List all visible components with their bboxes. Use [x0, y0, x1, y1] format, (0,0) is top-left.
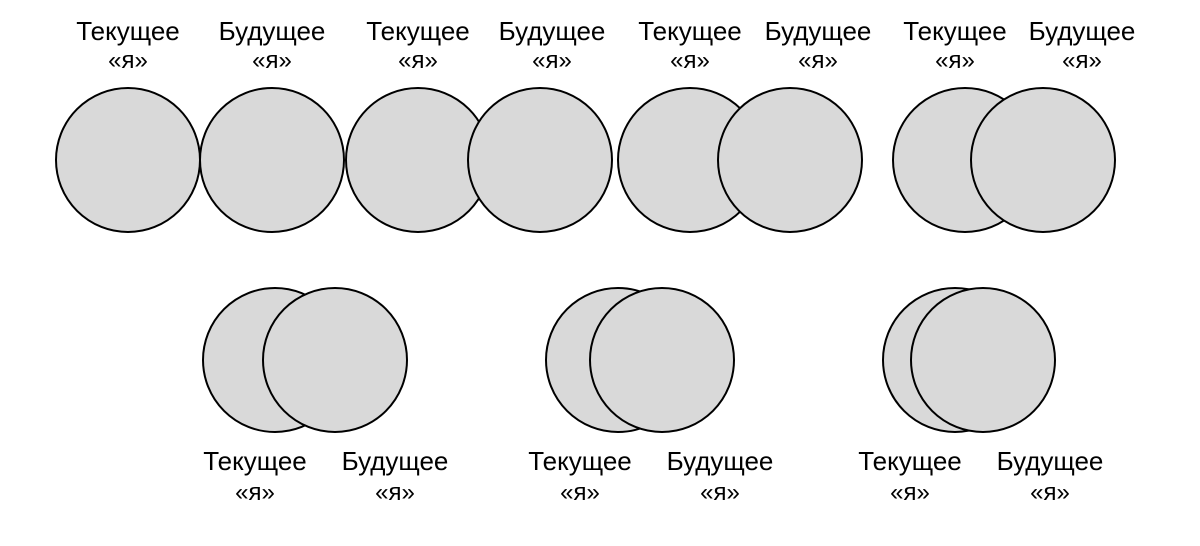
- label-left-line1: Текущее: [203, 446, 307, 476]
- label-left-line1: Текущее: [76, 16, 180, 46]
- label-right-line1: Будущее: [997, 446, 1104, 476]
- label-right-line2: «я»: [798, 47, 838, 74]
- label-right-line2: «я»: [532, 47, 572, 74]
- label-left-line1: Текущее: [528, 446, 632, 476]
- label-left-line2: «я»: [935, 47, 975, 74]
- label-right-line2: «я»: [375, 479, 415, 506]
- label-left-line1: Текущее: [366, 16, 470, 46]
- label-right-line1: Будущее: [1029, 16, 1136, 46]
- venn-right-circle: [200, 88, 344, 232]
- venn-right-circle: [468, 88, 612, 232]
- venn-pair-6: Текущее «я» Будущее «я»: [858, 288, 1103, 506]
- venn-right-circle: [590, 288, 734, 432]
- label-left-line1: Текущее: [903, 16, 1007, 46]
- label-left-line2: «я»: [670, 47, 710, 74]
- label-right-line1: Будущее: [499, 16, 606, 46]
- label-left-line2: «я»: [560, 479, 600, 506]
- label-right-line2: «я»: [700, 479, 740, 506]
- diagram-svg: Текущее«я»Будущее«я»Текущее«я»Будущее«я»…: [0, 0, 1200, 546]
- venn-right-circle: [263, 288, 407, 432]
- venn-pair-4: Текущее «я» Будущее «я»: [203, 288, 448, 506]
- venn-pair-5: Текущее «я» Будущее «я»: [528, 288, 773, 506]
- label-left-line2: «я»: [108, 47, 148, 74]
- venn-pair-1: Текущее«я»Будущее«я»: [346, 16, 612, 232]
- label-left-line2: «я»: [398, 47, 438, 74]
- label-left-line2: «я»: [890, 479, 930, 506]
- label-right-line2: «я»: [1030, 479, 1070, 506]
- label-right-line1: Будущее: [342, 446, 449, 476]
- venn-left-circle: [56, 88, 200, 232]
- label-left-line1: Текущее: [638, 16, 742, 46]
- venn-right-circle: [971, 88, 1115, 232]
- venn-pair-0: Текущее«я»Будущее«я»: [56, 16, 344, 232]
- label-right-line2: «я»: [1062, 47, 1102, 74]
- label-right-line1: Будущее: [765, 16, 872, 46]
- venn-right-circle: [718, 88, 862, 232]
- label-right-line2: «я»: [252, 47, 292, 74]
- venn-pair-2: Текущее«я»Будущее«я»: [618, 16, 871, 232]
- label-right-line1: Будущее: [219, 16, 326, 46]
- label-right-line1: Будущее: [667, 446, 774, 476]
- label-left-line1: Текущее: [858, 446, 962, 476]
- label-left-line2: «я»: [235, 479, 275, 506]
- venn-pair-3: Текущее«я»Будущее«я»: [893, 16, 1135, 232]
- venn-right-circle: [911, 288, 1055, 432]
